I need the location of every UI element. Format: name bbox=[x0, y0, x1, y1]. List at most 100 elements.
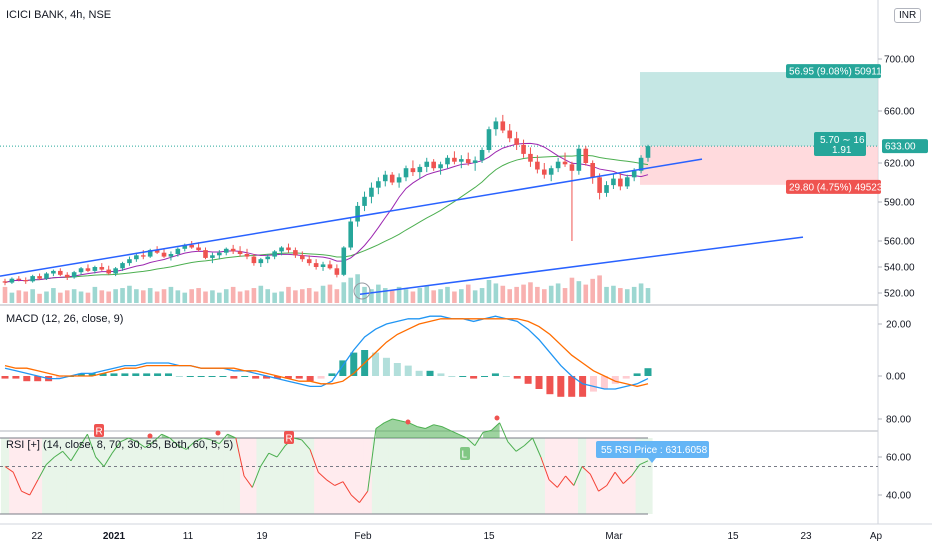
volume-bar bbox=[113, 289, 118, 303]
rsi-line-segment bbox=[483, 429, 492, 433]
currency-button[interactable]: INR bbox=[894, 8, 922, 23]
rsi-regime-band bbox=[256, 438, 266, 514]
rsi-line-segment bbox=[606, 471, 616, 486]
volume-bar bbox=[541, 289, 547, 303]
candle-body bbox=[85, 268, 91, 271]
candle-body bbox=[58, 270, 63, 275]
price-tick-label: 560.00 bbox=[884, 237, 915, 248]
rsi-line-segment bbox=[417, 426, 426, 429]
candle-body bbox=[2, 281, 8, 283]
rsi-line-segment bbox=[350, 494, 360, 503]
volume-bar bbox=[369, 289, 374, 303]
macd-histogram-bar bbox=[1, 376, 9, 379]
time-tick-label: 15 bbox=[727, 531, 739, 542]
rsi-line-segment bbox=[218, 433, 228, 445]
candle-body bbox=[438, 164, 443, 169]
rsi-regime-band bbox=[198, 438, 208, 514]
time-tick-label: Mar bbox=[605, 531, 623, 542]
time-tick-label: 22 bbox=[31, 531, 43, 542]
rsi-regime-band bbox=[495, 438, 505, 514]
candle-body bbox=[590, 163, 595, 178]
rsi-regime-band bbox=[330, 438, 340, 514]
rsi-regime-band bbox=[404, 438, 414, 514]
macd-histogram-bar bbox=[34, 376, 42, 382]
macd-histogram-bar bbox=[393, 363, 401, 376]
volume-bar bbox=[362, 286, 367, 303]
rsi-regime-band bbox=[83, 438, 93, 514]
candle-body bbox=[134, 255, 139, 260]
rsi-line-segment bbox=[408, 422, 418, 428]
rsi-line-segment bbox=[177, 445, 187, 450]
volume-bar bbox=[71, 289, 77, 303]
volume-bar bbox=[514, 286, 519, 303]
rsi-regime-band bbox=[17, 438, 27, 514]
candle-body bbox=[535, 161, 540, 170]
candle-body bbox=[217, 252, 222, 256]
volume-bar bbox=[313, 291, 319, 303]
macd-histogram-bar bbox=[132, 373, 140, 376]
candle-body bbox=[479, 150, 485, 161]
candle-body bbox=[493, 121, 499, 130]
rsi-line-segment bbox=[301, 439, 311, 450]
volume-bar bbox=[403, 289, 409, 303]
candle-body bbox=[265, 256, 271, 260]
rsi-line-segment bbox=[466, 437, 476, 446]
rsi-line-segment bbox=[243, 475, 253, 488]
rsi-line-segment bbox=[589, 473, 599, 492]
volume-bar bbox=[500, 285, 506, 303]
rsi-line-segment bbox=[532, 437, 542, 458]
volume-bar bbox=[528, 282, 533, 303]
volume-bar bbox=[106, 291, 112, 303]
time-tick-label: 23 bbox=[800, 531, 812, 542]
rsi-overbought-fill bbox=[375, 419, 467, 438]
rsi-line-segment bbox=[161, 433, 171, 439]
candle-body bbox=[555, 161, 561, 169]
rsi-line-segment bbox=[622, 475, 632, 484]
volume-bar bbox=[535, 286, 540, 303]
rsi-line-segment bbox=[383, 418, 393, 424]
rsi-divergence-dot bbox=[215, 430, 221, 436]
rsi-line-segment bbox=[639, 460, 649, 466]
rsi-line-segment bbox=[251, 466, 262, 488]
rsi-regime-band bbox=[91, 438, 101, 514]
volume-bar bbox=[521, 284, 526, 303]
candle-body bbox=[452, 157, 457, 162]
volume-bar bbox=[417, 288, 423, 303]
volume-bar bbox=[355, 274, 360, 303]
rsi-regime-band bbox=[503, 438, 513, 514]
rsi-line-segment bbox=[227, 433, 237, 439]
rsi-regime-band bbox=[50, 438, 60, 514]
rsi-line-segment bbox=[95, 456, 105, 467]
macd-histogram-bar bbox=[175, 376, 183, 377]
candle-body bbox=[369, 187, 374, 197]
rsi-regime-band bbox=[380, 438, 389, 514]
target-label-text: 56.95 (9.08%) 50911 bbox=[789, 67, 882, 78]
rsi-divergence-dot bbox=[405, 419, 411, 425]
volume-bar bbox=[265, 289, 271, 303]
candle-body bbox=[258, 259, 264, 264]
rsi-line-segment bbox=[276, 445, 286, 458]
rsi-line-segment bbox=[375, 422, 385, 429]
volume-bar bbox=[251, 288, 257, 303]
candle-body bbox=[604, 185, 609, 193]
rsi-line-segment bbox=[342, 481, 352, 496]
rsi-regime-band bbox=[297, 438, 307, 514]
macd-histogram-bar bbox=[110, 373, 118, 376]
rsi-line-segment bbox=[598, 485, 608, 492]
rsi-line-segment bbox=[581, 466, 591, 475]
rsi-marker bbox=[460, 447, 470, 460]
macd-pane-title: MACD (12, 26, close, 9) bbox=[6, 313, 124, 325]
rsi-line-segment bbox=[235, 437, 245, 477]
rsi-regime-band bbox=[338, 438, 348, 514]
candle-body bbox=[244, 254, 250, 257]
candle-body bbox=[459, 159, 464, 162]
rsi-regime-band bbox=[586, 438, 595, 514]
volume-bar bbox=[583, 284, 589, 303]
rsi-regime-band bbox=[322, 438, 332, 514]
rsi-regime-band bbox=[9, 438, 18, 514]
rsi-regime-band bbox=[388, 438, 398, 514]
rsi-regime-band bbox=[635, 438, 645, 514]
candle-body bbox=[638, 157, 644, 171]
volume-bar bbox=[618, 288, 623, 303]
volume-bar bbox=[452, 291, 457, 303]
